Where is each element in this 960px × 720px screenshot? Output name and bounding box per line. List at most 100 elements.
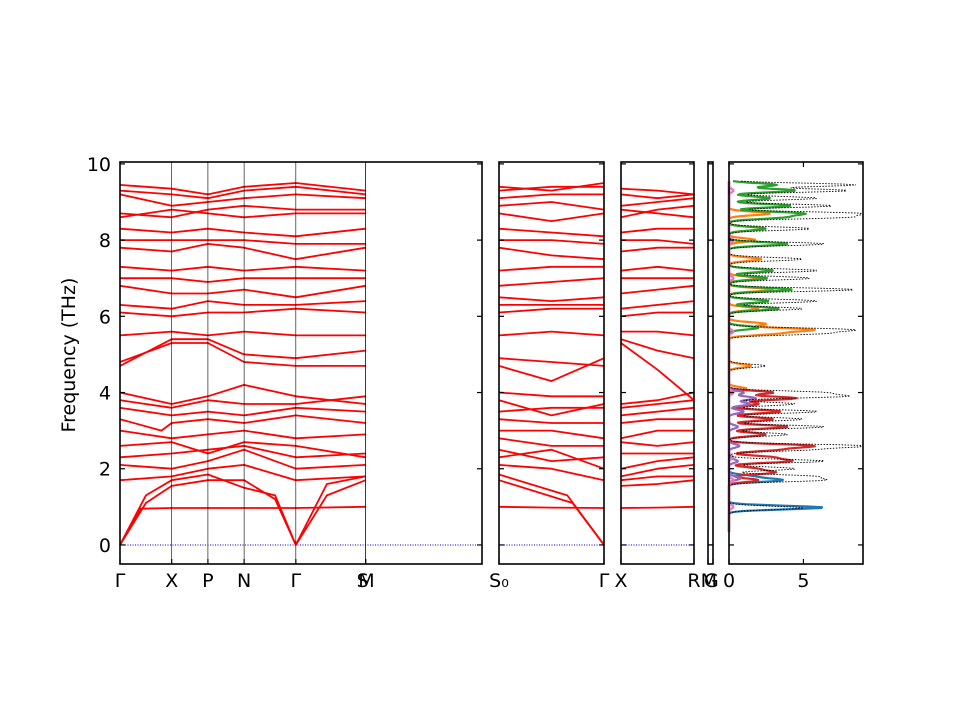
band-panel-frame bbox=[620, 161, 695, 565]
band-curve bbox=[620, 406, 695, 417]
y-tick-label: 0 bbox=[99, 535, 111, 557]
y-axis-label: Frequency (THz) bbox=[58, 278, 80, 433]
band-curve bbox=[620, 479, 695, 487]
band-curve bbox=[498, 307, 604, 314]
kpoint-label: S bbox=[357, 570, 369, 592]
dos-panel-frame bbox=[728, 161, 864, 565]
band-curve bbox=[498, 357, 605, 383]
kpoint-label: Γ bbox=[115, 570, 126, 592]
band-curve bbox=[119, 406, 366, 417]
band-curve bbox=[119, 448, 366, 470]
band-curve bbox=[498, 277, 605, 287]
kpoint-label: Γ bbox=[291, 570, 302, 592]
band-curve bbox=[620, 338, 695, 360]
band-curve bbox=[498, 212, 605, 223]
band-curve bbox=[498, 399, 605, 417]
band-curve bbox=[620, 464, 695, 478]
band-curve bbox=[119, 265, 366, 272]
band-curve bbox=[119, 395, 366, 409]
band-panel-frame bbox=[498, 161, 605, 565]
band-curve bbox=[120, 277, 366, 283]
band-curve bbox=[119, 208, 366, 219]
band-curve bbox=[498, 448, 605, 463]
band-curve bbox=[620, 187, 695, 196]
curves-layer bbox=[119, 180, 864, 546]
band-curve bbox=[119, 463, 366, 482]
band-curve bbox=[620, 505, 695, 509]
kpoint-label: R bbox=[687, 570, 700, 592]
band-curve bbox=[119, 383, 366, 405]
band-curve bbox=[119, 307, 366, 318]
band-curve bbox=[498, 296, 605, 303]
band-curve bbox=[119, 300, 366, 310]
y-tick-label: 2 bbox=[99, 459, 111, 481]
band-curve bbox=[498, 418, 604, 424]
kpoint-label: M bbox=[701, 570, 717, 592]
band-curve bbox=[498, 437, 604, 447]
kpoint-label: P bbox=[202, 570, 213, 592]
band-curve bbox=[119, 193, 366, 207]
band-curve bbox=[498, 185, 604, 192]
band-curve bbox=[620, 300, 695, 310]
band-curve bbox=[498, 265, 604, 272]
band-curve bbox=[119, 185, 366, 200]
band-curve bbox=[119, 204, 366, 219]
band-curve bbox=[498, 330, 605, 337]
band-curve bbox=[119, 330, 366, 337]
band-curve bbox=[620, 265, 695, 272]
band-curve bbox=[119, 505, 366, 546]
band-curve bbox=[498, 193, 604, 200]
kpoint-label: S₀ bbox=[489, 570, 509, 592]
band-curve bbox=[499, 429, 605, 440]
band-curve bbox=[119, 242, 366, 261]
band-curve bbox=[119, 284, 366, 299]
band-curve bbox=[620, 204, 695, 219]
y-tick-label: 8 bbox=[99, 230, 111, 252]
band-curve bbox=[120, 239, 366, 245]
kpoint-label: M bbox=[358, 570, 374, 592]
band-curve bbox=[620, 197, 695, 207]
kpoint-label: G bbox=[704, 570, 719, 592]
y-tick-label: 4 bbox=[99, 383, 111, 405]
band-curve bbox=[119, 473, 366, 546]
band-curve bbox=[620, 418, 694, 424]
band-curve bbox=[119, 227, 366, 238]
band-curve bbox=[620, 246, 694, 253]
y-tick-label: 6 bbox=[99, 306, 111, 328]
band-curve bbox=[498, 246, 605, 261]
kpoint-label: Γ bbox=[599, 570, 610, 592]
band-curve bbox=[119, 182, 366, 196]
kpoint-label: N bbox=[237, 570, 251, 592]
band-curve bbox=[498, 473, 605, 546]
band-curve bbox=[620, 227, 694, 234]
band-curve bbox=[119, 441, 366, 459]
band-panel-frame bbox=[119, 161, 483, 565]
band-curve bbox=[621, 239, 695, 245]
band-curve bbox=[620, 456, 695, 470]
band-curve bbox=[620, 208, 695, 219]
band-panel-frame bbox=[707, 161, 714, 565]
band-curve bbox=[499, 239, 605, 245]
band-curve bbox=[498, 505, 605, 509]
band-curve bbox=[620, 342, 695, 401]
band-curve bbox=[620, 311, 694, 318]
band-curve bbox=[498, 464, 605, 482]
band-curve bbox=[498, 182, 605, 192]
band-curve bbox=[498, 357, 605, 367]
band-curve bbox=[620, 399, 695, 409]
band-curve bbox=[621, 330, 695, 337]
band-curve bbox=[119, 414, 366, 432]
dos-x-tick-label: 5 bbox=[797, 570, 809, 592]
band-curve bbox=[620, 429, 694, 440]
band-curve bbox=[620, 391, 695, 405]
band-curve bbox=[620, 284, 695, 295]
y-tick-label: 10 bbox=[87, 154, 111, 176]
band-curve bbox=[119, 429, 366, 440]
kpoint-label: X bbox=[614, 570, 627, 592]
band-curve bbox=[498, 391, 604, 398]
band-curve bbox=[620, 441, 695, 447]
band-curve bbox=[498, 227, 605, 238]
dos-x-tick-label: 0 bbox=[723, 570, 735, 592]
